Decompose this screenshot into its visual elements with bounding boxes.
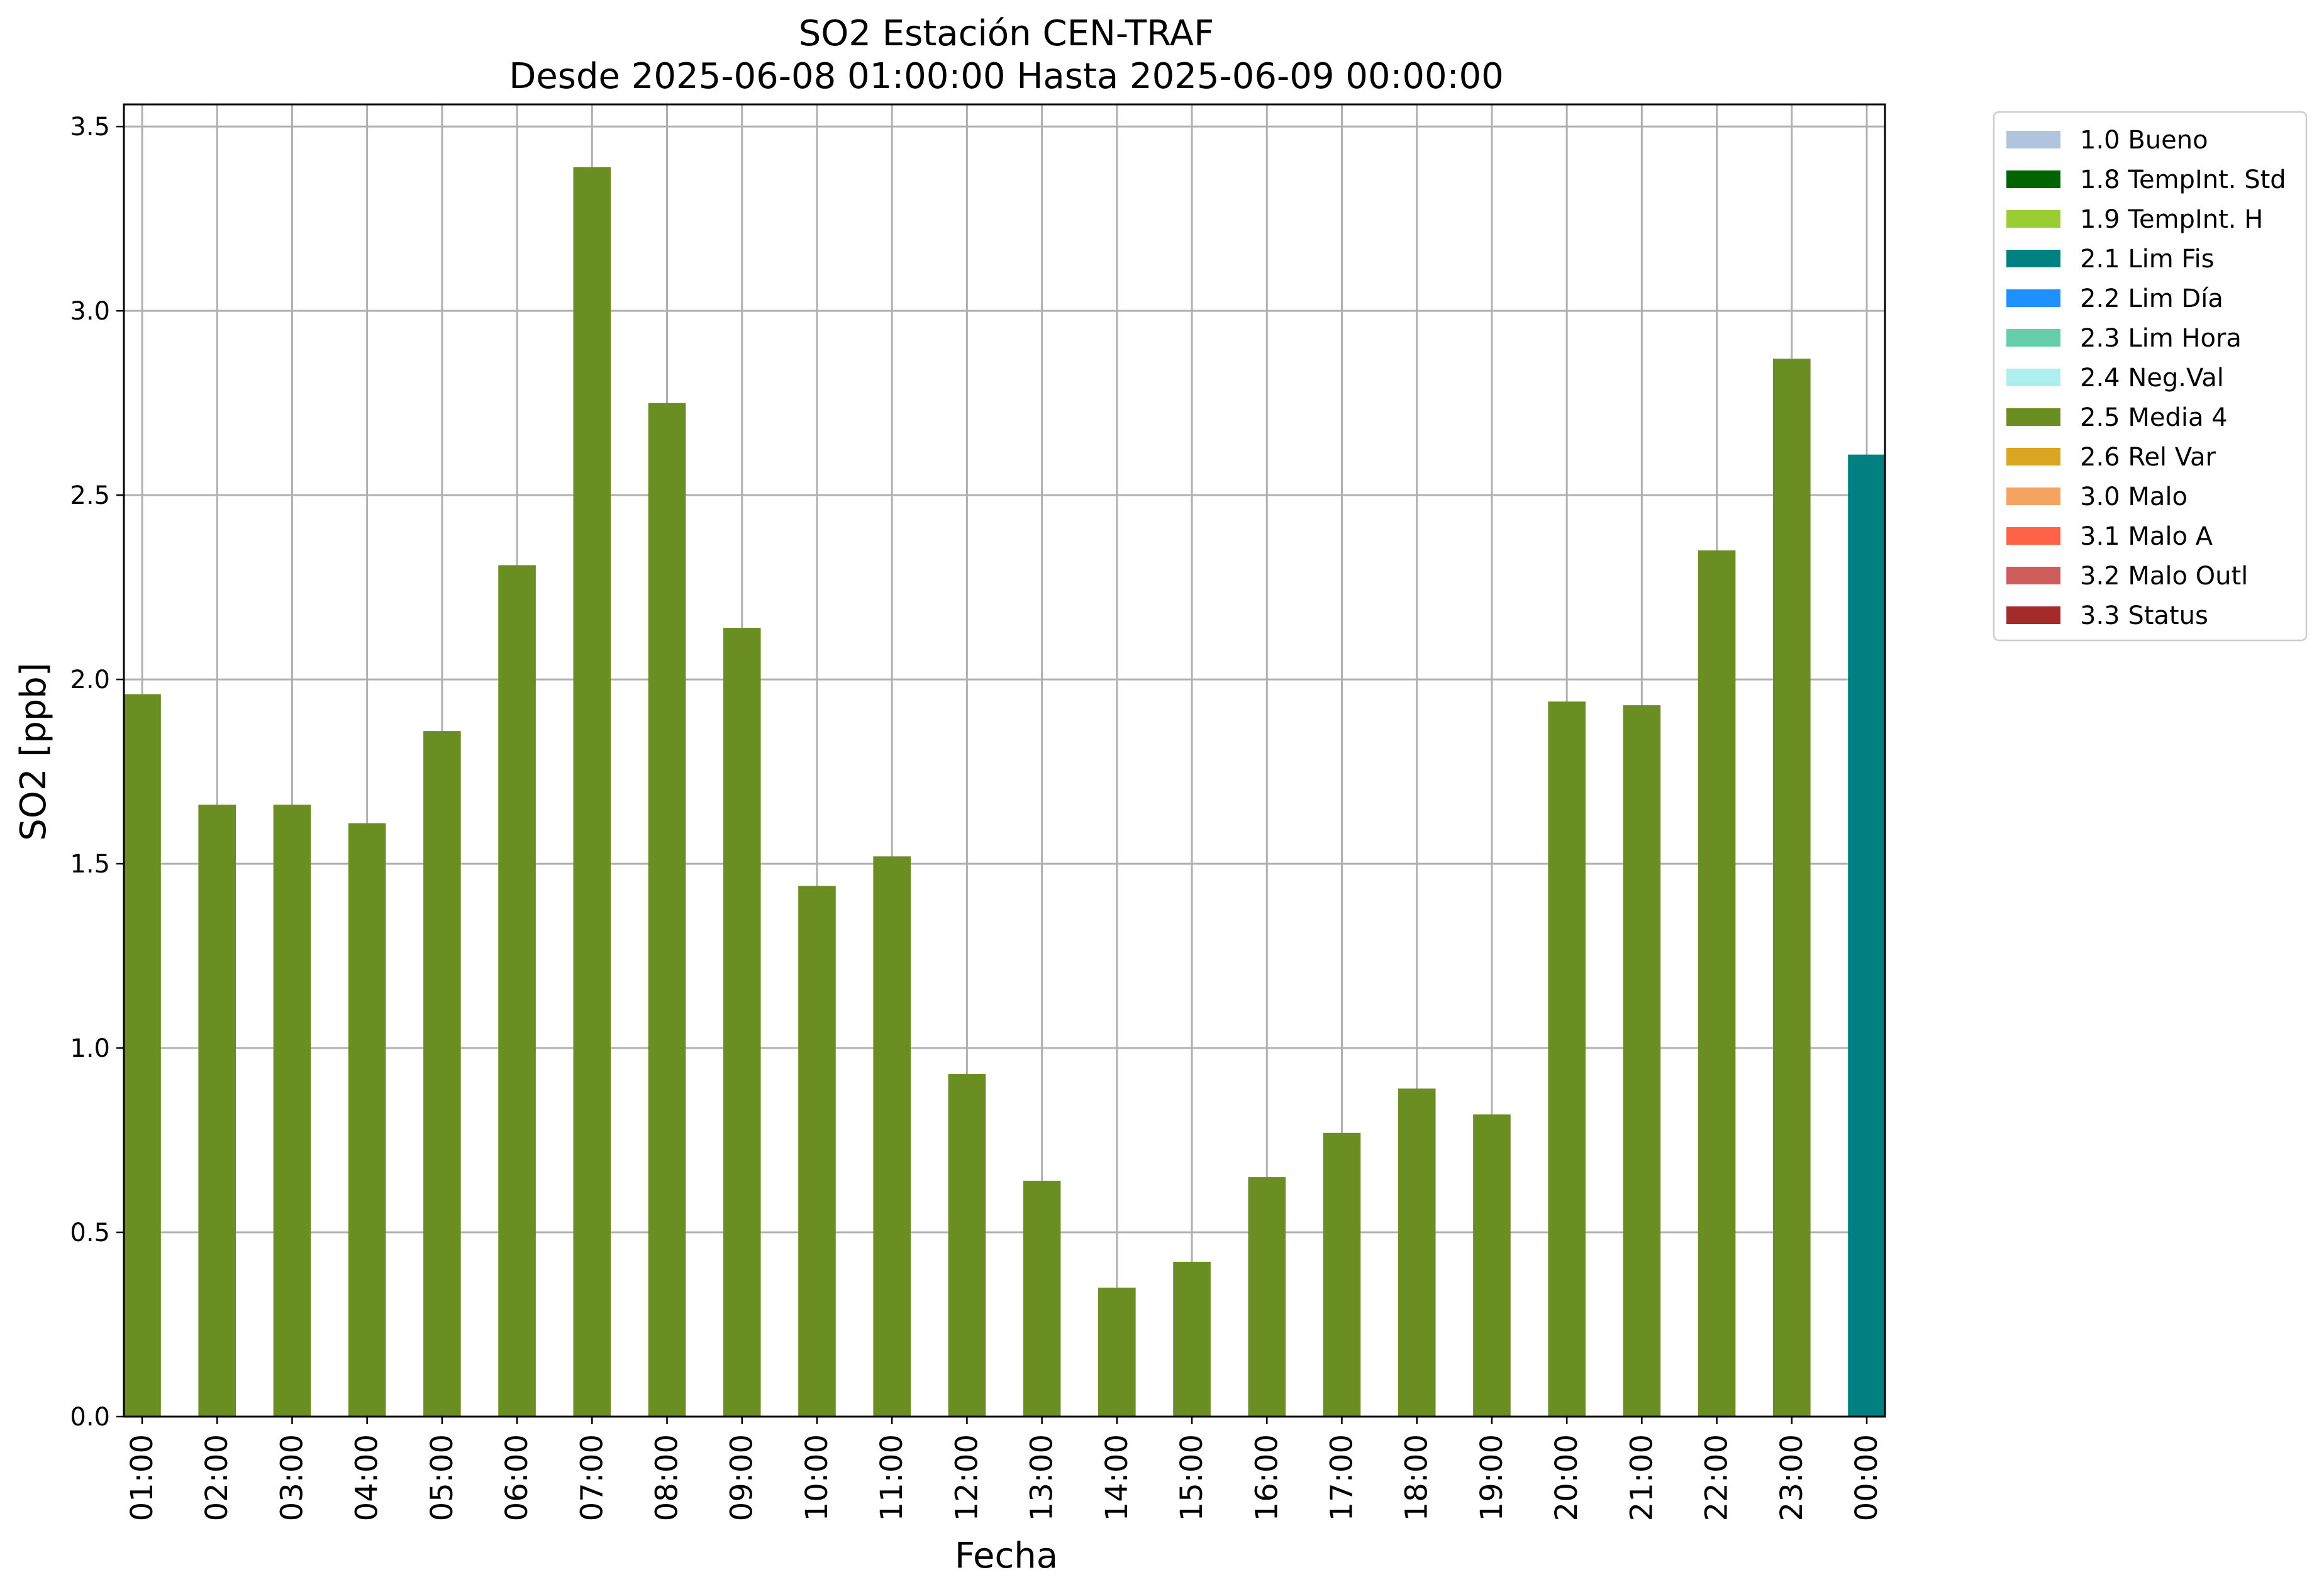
y-tick-label: 3.5	[70, 113, 110, 142]
y-axis-ticks: 0.0 0.5 1.0 1.5 2.0 2.5 3.0 3.5	[70, 113, 124, 1432]
bar-0300	[273, 805, 311, 1417]
legend-swatch	[2006, 606, 2060, 624]
legend-label: 3.2 Malo Outl	[2080, 562, 2248, 591]
legend-label: 3.1 Malo A	[2080, 522, 2213, 551]
legend-swatch	[2006, 250, 2060, 267]
bar-1400	[1098, 1287, 1136, 1417]
bar-2200	[1698, 550, 1736, 1417]
x-tick-label: 15:00	[1174, 1434, 1209, 1521]
y-tick-label: 1.0	[70, 1034, 110, 1063]
bar-0900	[723, 628, 761, 1417]
legend-swatch	[2006, 488, 2060, 505]
legend-label: 3.3 Status	[2080, 601, 2208, 630]
x-tick-label: 07:00	[574, 1434, 609, 1521]
bar-1100	[873, 856, 911, 1417]
bar-2100	[1623, 705, 1661, 1417]
x-tick-label: 06:00	[499, 1434, 535, 1521]
y-tick-label: 1.5	[70, 850, 110, 879]
bar-1300	[1023, 1180, 1061, 1417]
bar-2000	[1548, 701, 1586, 1417]
x-tick-label: 21:00	[1624, 1434, 1659, 1521]
legend-label: 2.1 Lim Fis	[2080, 245, 2214, 274]
x-tick-label: 04:00	[350, 1434, 385, 1521]
chart-subtitle: Desde 2025-06-08 01:00:00 Hasta 2025-06-…	[509, 56, 1504, 97]
legend-label: 2.4 Neg.Val	[2080, 364, 2224, 393]
x-tick-label: 05:00	[425, 1434, 460, 1521]
x-tick-label: 12:00	[949, 1434, 984, 1521]
x-tick-label: 13:00	[1025, 1434, 1060, 1521]
legend-swatch	[2006, 408, 2060, 426]
bar-1800	[1398, 1088, 1436, 1417]
x-tick-label: 10:00	[799, 1434, 835, 1521]
x-tick-label: 17:00	[1324, 1434, 1359, 1521]
x-tick-label: 23:00	[1774, 1434, 1810, 1521]
legend-swatch	[2006, 131, 2060, 148]
bar-0800	[648, 403, 686, 1417]
bar-1000	[798, 886, 836, 1417]
x-tick-label: 01:00	[125, 1434, 160, 1521]
bar-1200	[948, 1074, 986, 1417]
legend-frame	[1993, 111, 2308, 642]
grid-lines	[124, 104, 1885, 1418]
legend-label: 2.6 Rel Var	[2080, 443, 2216, 472]
legend: 1.0 Bueno 1.8 TempInt. Std 1.9 TempInt. H 2…	[1993, 111, 2308, 642]
legend-label: 1.8 TempInt. Std	[2080, 165, 2286, 194]
legend-label: 2.3 Lim Hora	[2080, 324, 2242, 353]
bar-0400	[348, 823, 386, 1417]
x-tick-label: 19:00	[1474, 1434, 1509, 1521]
x-tick-label: 16:00	[1249, 1434, 1284, 1521]
x-tick-label: 18:00	[1399, 1434, 1435, 1521]
x-tick-label: 08:00	[650, 1434, 685, 1521]
x-tick-label: 20:00	[1549, 1434, 1584, 1521]
bars	[123, 167, 1886, 1417]
x-tick-label: 11:00	[874, 1434, 909, 1521]
y-tick-label: 3.0	[70, 297, 110, 326]
legend-swatch	[2006, 369, 2060, 386]
chart-title: SO2 Estación CEN-TRAF	[799, 13, 1215, 54]
x-tick-label: 22:00	[1699, 1434, 1735, 1521]
bar-0500	[423, 731, 461, 1417]
legend-swatch	[2006, 329, 2060, 347]
legend-label: 2.2 Lim Día	[2080, 284, 2223, 313]
bar-1900	[1473, 1114, 1511, 1417]
bar-1600	[1248, 1177, 1286, 1417]
y-tick-label: 0.0	[70, 1403, 110, 1432]
bar-0000	[1848, 454, 1886, 1417]
x-tick-label: 03:00	[274, 1434, 309, 1521]
x-tick-label: 09:00	[725, 1434, 760, 1521]
y-tick-label: 0.5	[70, 1218, 110, 1247]
y-axis-label: SO2 [ppb]	[13, 662, 54, 840]
legend-swatch	[2006, 289, 2060, 307]
bar-0600	[498, 565, 536, 1417]
bar-1500	[1173, 1261, 1211, 1417]
legend-label: 1.9 TempInt. H	[2080, 205, 2263, 234]
x-tick-label: 14:00	[1099, 1434, 1135, 1521]
legend-label: 2.5 Media 4	[2080, 403, 2228, 432]
bar-0200	[198, 805, 236, 1417]
y-tick-label: 2.5	[70, 481, 110, 510]
legend-label: 3.0 Malo	[2080, 482, 2188, 511]
bar-2300	[1772, 359, 1811, 1417]
legend-swatch	[2006, 448, 2060, 465]
bar-0100	[123, 694, 161, 1417]
legend-label: 1.0 Bueno	[2080, 126, 2208, 155]
x-tick-label: 02:00	[199, 1434, 235, 1521]
x-tick-label: 00:00	[1849, 1434, 1884, 1521]
legend-swatch	[2006, 527, 2060, 545]
plot-area-frame	[123, 103, 1886, 1418]
legend-swatch	[2006, 567, 2060, 584]
legend-swatch	[2006, 210, 2060, 228]
bar-1700	[1323, 1132, 1361, 1417]
bar-0700	[573, 167, 611, 1417]
legend-swatch	[2006, 170, 2060, 188]
y-tick-label: 2.0	[70, 666, 110, 694]
x-axis-label: Fecha	[955, 1535, 1058, 1576]
x-axis-ticks: 01:00 02:00 03:00 04:00 05:00 06:00 07:00 08:00…	[125, 1417, 1884, 1521]
